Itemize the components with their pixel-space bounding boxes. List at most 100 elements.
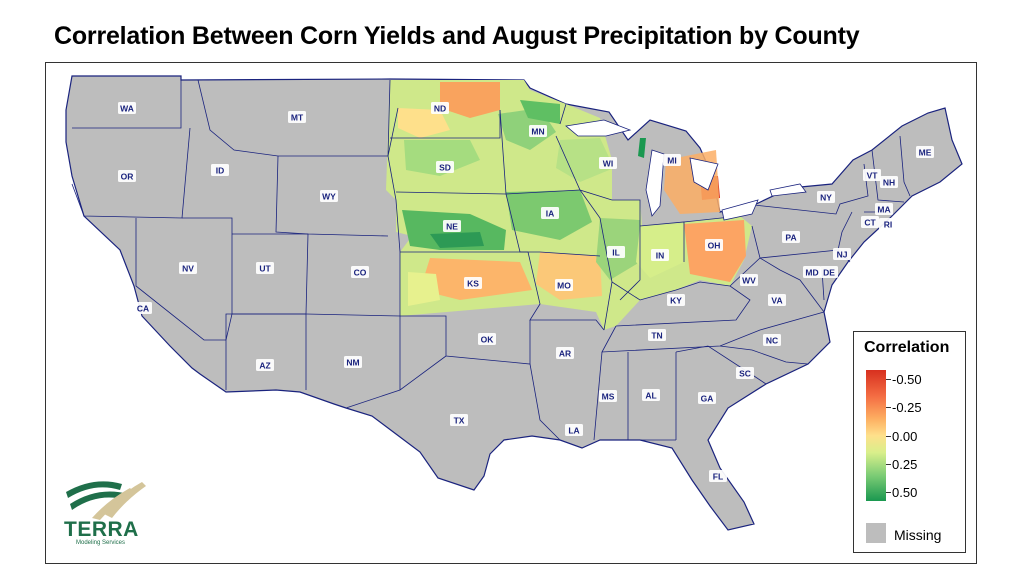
logo-subtitle: Modeling Services (76, 540, 126, 546)
state-label-box-la (565, 424, 583, 436)
state-label-box-ks (464, 277, 482, 289)
legend-title: Correlation (864, 339, 950, 356)
state-label-box-mn (529, 125, 547, 137)
state-label-box-ia (541, 207, 559, 219)
state-borders (71, 79, 911, 441)
state-label-box-wi (599, 157, 617, 169)
legend-tick-label: -0.50 (892, 372, 922, 387)
state-label-la: LA (568, 426, 579, 436)
state-label-nh: NH (883, 178, 895, 188)
state-label-al: AL (645, 391, 656, 401)
state-label-box-wa (118, 102, 136, 114)
state-label-box-va (768, 294, 786, 306)
state-label-box-nj (833, 248, 851, 260)
legend-tick-label: -0.25 (892, 400, 922, 415)
state-label-box-pa (782, 231, 800, 243)
state-label-box-mt (288, 111, 306, 123)
state-label-box-ct (861, 216, 879, 228)
state-label-mn: MN (531, 127, 544, 137)
state-label-box-ne (443, 220, 461, 232)
state-label-box-tx (450, 414, 468, 426)
state-label-box-ri (879, 218, 897, 230)
state-label-box-il (607, 246, 625, 258)
state-label-co: CO (354, 268, 367, 278)
correlation-legend: Correlation -0.50 -0.25 0.00 0.25 0.50 M… (853, 331, 966, 553)
missing-swatch (866, 523, 886, 543)
state-label-box-az (256, 359, 274, 371)
state-label-de: DE (823, 268, 835, 278)
state-label-box-id (211, 164, 229, 176)
state-label-ok: OK (481, 335, 495, 345)
state-label-box-nh (880, 176, 898, 188)
state-label-box-mi (663, 154, 681, 166)
chart-title: Correlation Between Corn Yields and Augu… (54, 22, 860, 50)
state-label-box-ky (667, 294, 685, 306)
state-label-ga: GA (701, 394, 714, 404)
state-label-tx: TX (454, 416, 465, 426)
state-label-box-mo (555, 279, 573, 291)
state-label-ut: UT (259, 264, 271, 274)
state-label-ne: NE (446, 222, 458, 232)
state-label-box-vt (863, 169, 881, 181)
state-label-pa: PA (785, 233, 796, 243)
state-label-mt: MT (291, 113, 304, 123)
state-label-il: IL (612, 248, 620, 258)
state-label-fl: FL (713, 472, 723, 482)
state-label-ny: NY (820, 193, 832, 203)
state-label-box-nc (763, 334, 781, 346)
state-label-box-nv (179, 262, 197, 274)
state-label-box-ny (817, 191, 835, 203)
state-label-wi: WI (603, 159, 613, 169)
state-label-ky: KY (670, 296, 682, 306)
state-label-sc: SC (739, 369, 751, 379)
state-label-mo: MO (557, 281, 571, 291)
state-label-ri: RI (884, 220, 893, 230)
state-label-box-nd (431, 102, 449, 114)
state-label-ma: MA (877, 205, 890, 215)
great-lakes (565, 119, 807, 221)
state-label-box-ma (875, 203, 893, 215)
state-label-box-md (803, 266, 821, 278)
state-label-box-al (642, 389, 660, 401)
state-label-oh: OH (708, 241, 721, 251)
legend-tick-label: 0.00 (892, 429, 918, 444)
state-label-box-oh (705, 239, 723, 251)
state-label-or: OR (121, 172, 134, 182)
state-label-box-tn (648, 329, 666, 341)
terra-swoosh-icon (66, 481, 146, 520)
state-label-box-de (820, 266, 838, 278)
state-label-nj: NJ (837, 250, 848, 260)
state-label-box-nm (344, 356, 362, 368)
state-label-az: AZ (259, 361, 270, 371)
state-label-sd: SD (439, 163, 451, 173)
state-label-va: VA (771, 296, 782, 306)
state-label-nc: NC (766, 336, 778, 346)
state-label-ms: MS (602, 392, 615, 402)
state-label-box-co (351, 266, 369, 278)
state-label-box-ca (134, 302, 152, 314)
state-label-nv: NV (182, 264, 194, 274)
state-label-box-ar (556, 347, 574, 359)
state-label-box-ok (478, 333, 496, 345)
legend-gradient (866, 370, 886, 501)
legend-tick-label: 0.50 (892, 485, 918, 500)
state-label-wa: WA (120, 104, 134, 114)
legend-tick-label: 0.25 (892, 457, 918, 472)
state-label-box-or (118, 170, 136, 182)
state-label-box-sd (436, 161, 454, 173)
state-label-nm: NM (346, 358, 359, 368)
state-label-nd: ND (434, 104, 446, 114)
terra-logo: TERRA Modeling Services (64, 474, 154, 554)
state-label-box-ut (256, 262, 274, 274)
state-label-box-ga (698, 392, 716, 404)
state-label-vt: VT (867, 171, 879, 181)
state-label-id: ID (216, 166, 225, 176)
state-label-ar: AR (559, 349, 571, 359)
state-label-wv: WV (742, 276, 756, 286)
logo-name: TERRA (64, 518, 139, 541)
state-label-ks: KS (467, 279, 479, 289)
state-label-box-ms (599, 390, 617, 402)
state-label-ca: CA (137, 304, 149, 314)
